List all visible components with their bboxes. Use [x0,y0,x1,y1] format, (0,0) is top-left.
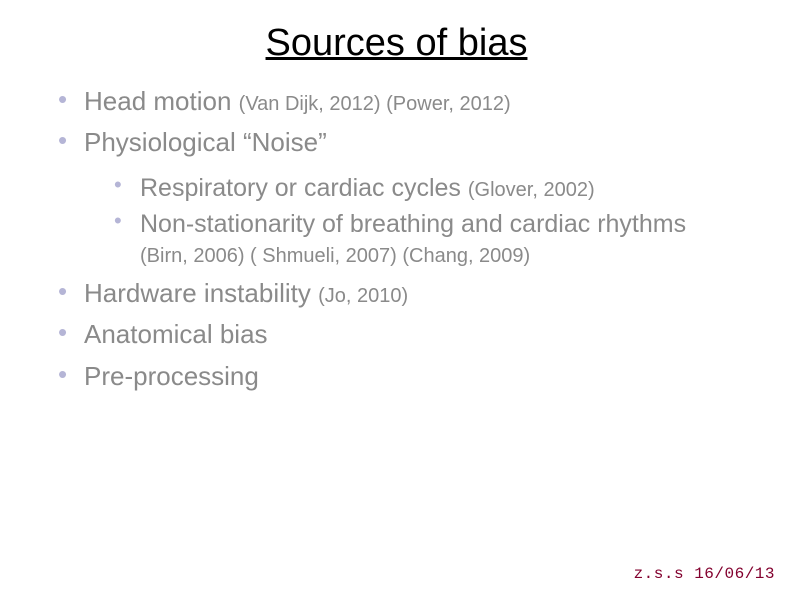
slide-container: Sources of bias Head motion (Van Dijk, 2… [0,0,793,595]
bullet-text: Hardware instability [84,278,318,308]
bullet-text: Pre-processing [84,361,259,391]
bullet-preprocessing: Pre-processing [50,360,753,393]
citation: (Birn, 2006) ( Shmueli, 2007) (Chang, 20… [140,244,753,270]
bullet-text: Physiological “Noise” [84,127,327,157]
bullet-respiratory-cardiac: Respiratory or cardiac cycles (Glover, 2… [108,172,753,204]
bullet-list-level2: Respiratory or cardiac cycles (Glover, 2… [84,172,753,270]
bullet-physiological-noise: Physiological “Noise” Respiratory or car… [50,126,753,269]
bullet-list-level1: Head motion (Van Dijk, 2012) (Power, 201… [50,85,753,393]
citation: (Jo, 2010) [318,285,408,307]
bullet-anatomical-bias: Anatomical bias [50,318,753,351]
bullet-nonstationarity: Non-stationarity of breathing and cardia… [108,208,753,270]
bullet-hardware-instability: Hardware instability (Jo, 2010) [50,277,753,310]
citation: (Van Dijk, 2012) (Power, 2012) [239,93,511,115]
slide-content: Head motion (Van Dijk, 2012) (Power, 201… [40,85,753,393]
bullet-text: Anatomical bias [84,319,268,349]
bullet-text: Non-stationarity of breathing and cardia… [140,210,686,238]
bullet-text: Head motion [84,86,239,116]
citation: (Glover, 2002) [468,179,595,201]
bullet-head-motion: Head motion (Van Dijk, 2012) (Power, 201… [50,85,753,118]
slide-title: Sources of bias [40,22,753,65]
footer-stamp: z.s.s 16/06/13 [634,565,775,583]
bullet-text: Respiratory or cardiac cycles [140,174,468,202]
